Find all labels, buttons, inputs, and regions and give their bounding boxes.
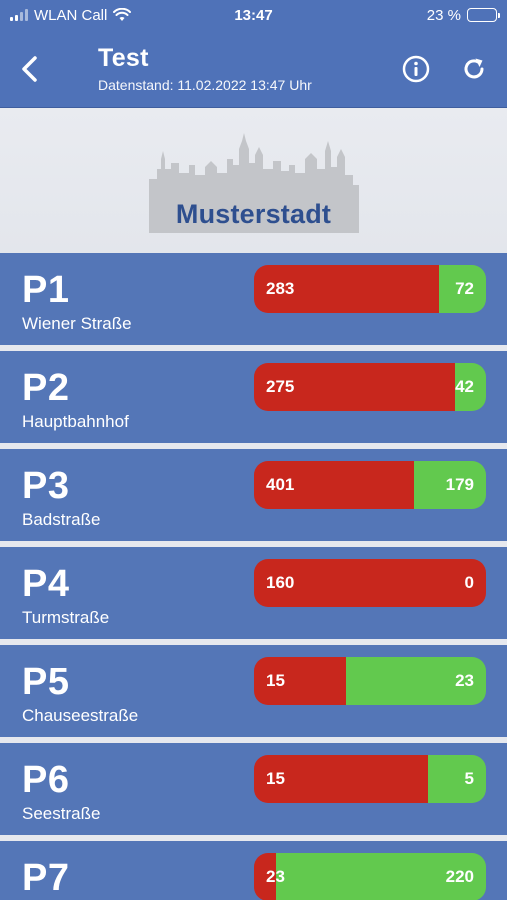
- free-count: 72: [455, 279, 474, 298]
- battery-percent: 23 %: [426, 6, 461, 24]
- parking-id: P1: [22, 269, 70, 311]
- parking-row[interactable]: P6 Seestraße 15 5: [0, 743, 507, 835]
- parking-id: P4: [22, 563, 70, 605]
- occupied-count: 401: [266, 475, 295, 494]
- free-count: 220: [445, 867, 474, 886]
- occupied-count: 283: [266, 279, 295, 298]
- parking-row[interactable]: P4 Turmstraße 160 0: [0, 547, 507, 639]
- parking-id: P2: [22, 367, 70, 409]
- carrier-label: WLAN Call: [34, 6, 108, 24]
- parking-name: Seestraße: [22, 804, 101, 823]
- status-bar: WLAN Call 13:47 23 %: [0, 0, 507, 30]
- info-icon: [402, 55, 430, 82]
- parking-row[interactable]: P7 23 220: [0, 841, 507, 900]
- parking-id: P7: [22, 857, 70, 899]
- occupied-segment: [254, 461, 415, 509]
- free-count: 179: [445, 475, 474, 494]
- occupied-count: 160: [266, 573, 295, 592]
- nav-bar: Test Datenstand: 11.02.2022 13:47 Uhr: [0, 30, 507, 108]
- city-skyline-icon: [148, 132, 359, 201]
- free-segment: [414, 461, 486, 509]
- occupancy-bar: 401 179: [254, 461, 486, 509]
- parking-row[interactable]: P5 Chauseestraße 15 23: [0, 645, 507, 737]
- free-count: 23: [455, 671, 474, 690]
- occupancy-bar: 23 220: [254, 853, 486, 900]
- battery-icon: [467, 8, 500, 22]
- info-button[interactable]: [401, 54, 431, 84]
- free-count: 0: [464, 573, 474, 592]
- occupied-count: 15: [266, 769, 285, 788]
- occupancy-bar: 15 5: [254, 755, 486, 803]
- status-left: WLAN Call: [10, 6, 132, 24]
- occupied-segment: [254, 559, 486, 607]
- occupied-count: 15: [266, 671, 285, 690]
- free-count: 5: [464, 769, 474, 788]
- free-count: 42: [455, 377, 474, 396]
- wifi-icon: [113, 8, 132, 21]
- city-logo: Musterstadt: [148, 129, 359, 233]
- occupied-segment: [254, 265, 439, 313]
- occupied-segment: [254, 657, 346, 705]
- nav-actions: [401, 54, 507, 84]
- parking-name: Wiener Straße: [22, 314, 132, 333]
- chevron-left-icon: [22, 55, 37, 82]
- refresh-icon: [464, 58, 484, 78]
- parking-name: Hauptbahnhof: [22, 412, 129, 431]
- parking-list: P1 Wiener Straße 283 72 P2 Hauptbahnhof …: [0, 253, 507, 900]
- signal-icon: [10, 9, 28, 21]
- page-title: Test: [98, 44, 149, 72]
- free-segment: [275, 853, 486, 900]
- occupied-segment: [254, 755, 428, 803]
- occupancy-bar: 15 23: [254, 657, 486, 705]
- occupied-segment: [254, 853, 276, 900]
- parking-name: Turmstraße: [22, 608, 110, 627]
- parking-id: P5: [22, 661, 70, 703]
- parking-name: Chauseestraße: [22, 706, 139, 725]
- parking-row[interactable]: P1 Wiener Straße 283 72: [0, 253, 507, 345]
- free-segment: [455, 363, 486, 411]
- occupancy-bar: 160 0: [254, 559, 486, 607]
- parking-row[interactable]: P2 Hauptbahnhof 275 42: [0, 351, 507, 443]
- free-segment: [428, 755, 486, 803]
- city-banner: Musterstadt: [0, 108, 507, 253]
- occupied-count: 275: [266, 377, 295, 396]
- parking-row[interactable]: P3 Badstraße 401 179: [0, 449, 507, 541]
- occupancy-bar: 283 72: [254, 265, 486, 313]
- free-segment: [345, 657, 486, 705]
- status-right: 23 %: [426, 6, 500, 24]
- free-segment: [438, 265, 486, 313]
- city-logo-text: Musterstadt: [148, 196, 359, 233]
- occupied-segment: [254, 363, 456, 411]
- refresh-button[interactable]: [459, 54, 489, 84]
- back-button[interactable]: [0, 30, 60, 108]
- nav-titles: Test Datenstand: 11.02.2022 13:47 Uhr: [98, 44, 312, 93]
- occupied-count: 23: [266, 867, 285, 886]
- parking-id: P6: [22, 759, 70, 801]
- parking-id: P3: [22, 465, 70, 507]
- data-timestamp: Datenstand: 11.02.2022 13:47 Uhr: [98, 77, 312, 93]
- parking-name: Badstraße: [22, 510, 101, 529]
- occupancy-bar: 275 42: [254, 363, 486, 411]
